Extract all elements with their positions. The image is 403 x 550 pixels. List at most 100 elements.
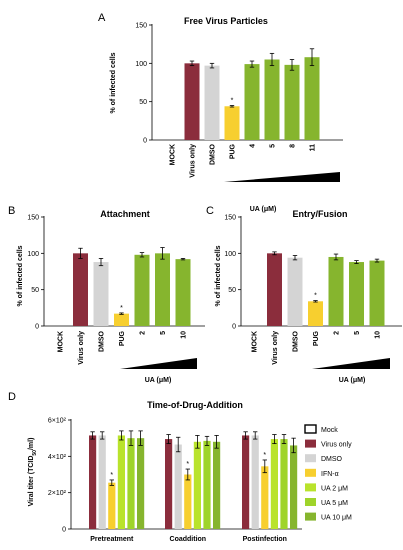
panel-b-category-label: Virus only <box>78 331 85 365</box>
panel-a-category-label: 4 <box>250 144 257 148</box>
panel-b-wedge-shape <box>120 358 197 369</box>
panel-d-y-tick-label: 0 <box>62 527 66 534</box>
panel-b-title: Attachment <box>100 209 150 219</box>
panel-d-y-axis-label-subscript: 50 <box>32 450 38 456</box>
panel-c-bar <box>308 301 323 326</box>
panel-a-category-label: PUG <box>230 143 237 159</box>
panel-c-bar <box>328 256 344 326</box>
panel-b-y-tick-label: 0 <box>35 324 39 331</box>
panel-d-bar <box>137 438 145 529</box>
panel-c-bar <box>369 260 385 326</box>
panel-d-bar <box>242 435 250 529</box>
panel-a: A Free Virus Particles % of infected cel… <box>98 12 343 213</box>
panel-d-bars: * * * <box>89 430 298 529</box>
panel-b-bar <box>175 259 191 326</box>
panel-b-category-label: 10 <box>181 331 188 339</box>
legend-swatch <box>305 512 316 521</box>
panel-a-category-label: 8 <box>290 144 297 148</box>
panel-d-category-labels: Pretreatment Coaddition Postinfection <box>90 536 287 543</box>
panel-d-bar <box>251 435 259 529</box>
panel-a-y-tick-label: 100 <box>135 61 147 68</box>
panel-d-y-axis-label-unit: /ml) <box>28 438 35 450</box>
panel-c-y-tick-label: 0 <box>232 324 236 331</box>
panel-d-y-tick-label: 4×10² <box>48 454 67 461</box>
panel-c-bar <box>267 253 282 326</box>
panel-d-bar <box>89 435 97 529</box>
panel-c-category-label: MOCK <box>252 331 259 352</box>
panel-d-label: D <box>8 391 16 403</box>
panel-c-category-label: Virus only <box>272 331 279 365</box>
panel-c-label: C <box>206 205 214 217</box>
panel-c-x-axis-label: UA (μM) <box>339 377 366 384</box>
panel-c-category-label: 5 <box>354 331 361 335</box>
panel-d-bar <box>108 482 116 529</box>
panel-a-category-label: 11 <box>310 144 317 152</box>
panel-d-bar <box>280 439 288 529</box>
panel-d-y-axis-label: Viral titer (TCID50/ml) <box>28 438 38 507</box>
panel-a-bars: * <box>184 48 320 141</box>
panel-a-y-tick-label: 50 <box>139 99 147 106</box>
panel-d: D Time-of-Drug-Addition Viral titer (TCI… <box>8 391 352 543</box>
panel-a-y-tick-label: 0 <box>143 138 147 145</box>
legend-swatch <box>305 454 316 463</box>
legend-swatch <box>305 498 316 506</box>
panel-d-bar <box>193 441 201 529</box>
panel-d-bar <box>184 474 192 529</box>
panel-c-bar <box>349 262 364 326</box>
panel-d-bar <box>127 438 135 529</box>
legend-swatch <box>304 424 317 434</box>
panel-a-significance-star: * <box>231 98 234 105</box>
panel-c-bars: * <box>267 251 385 326</box>
panel-b-bar <box>134 254 150 326</box>
legend-label: UA 2 μM <box>321 485 348 492</box>
panel-d-bar <box>98 435 106 529</box>
panel-a-bar <box>304 57 320 141</box>
panel-d-title: Time-of-Drug-Addition <box>147 400 243 410</box>
panel-d-bar <box>270 439 278 529</box>
panel-c-concentration-wedge <box>312 358 390 369</box>
panel-c-category-label: 2 <box>334 331 341 335</box>
panel-b-label: B <box>8 205 15 217</box>
panel-b-category-labels: MOCK Virus only DMSO PUG 2 5 10 <box>58 330 188 364</box>
panel-d-y-tick-label: 6×10² <box>48 418 67 425</box>
panel-d-y-tick-label: 2×10² <box>48 490 67 497</box>
panel-a-concentration-wedge <box>224 172 340 182</box>
panel-d-bar <box>261 466 269 529</box>
panel-a-bar <box>284 64 300 140</box>
panel-b-category-label: MOCK <box>58 331 65 352</box>
panel-a-bar <box>244 64 260 140</box>
panel-b-bar <box>114 313 129 326</box>
panel-a-label: A <box>98 12 106 24</box>
panel-b-significance-star: * <box>120 305 123 312</box>
panel-d-category-label: Coaddition <box>170 536 207 543</box>
panel-c-y-tick-label: 50 <box>228 287 236 294</box>
panel-a-category-label: Virus only <box>190 144 197 178</box>
panel-d-category-label: Pretreatment <box>90 536 134 543</box>
panel-b-x-axis-label: UA (μM) <box>145 377 172 384</box>
panel-b-bars: * <box>73 247 191 326</box>
panel-d-bar <box>290 445 298 529</box>
legend-label: UA 5 μM <box>321 500 348 507</box>
panel-d-y-axis-label-text: Viral titer (TCID <box>28 456 35 507</box>
panel-c-y-tick-label: 150 <box>224 215 236 222</box>
panel-a-y-axis-label: % of infected cells <box>110 52 117 113</box>
panel-c-significance-star: * <box>314 293 317 300</box>
panel-a-category-labels: MOCK Virus only DMSO PUG 4 5 8 11 <box>170 143 317 177</box>
panel-a-category-label: MOCK <box>170 144 177 165</box>
panel-b-bar <box>155 253 170 326</box>
legend-label: Virus only <box>321 442 352 449</box>
panel-d-category-label: Postinfection <box>243 536 287 543</box>
panel-c-y-axis-label: % of infected cells <box>215 245 222 306</box>
panel-c-title: Entry/Fusion <box>292 209 347 219</box>
panel-d-bar <box>213 441 221 529</box>
panel-b-category-label: PUG <box>119 330 126 346</box>
panel-a-title: Free Virus Particles <box>184 16 268 26</box>
panel-d-significance-star: * <box>110 472 113 479</box>
panel-b: B Attachment % of infected cells 0 50 100 1… <box>8 205 205 384</box>
panel-c-category-labels: MOCK Virus only DMSO PUG 2 5 10 <box>252 330 382 364</box>
panel-b-y-tick-label: 100 <box>27 251 39 258</box>
panel-a-bar <box>204 65 220 140</box>
legend-label: IFN-α <box>321 471 339 478</box>
panel-c: C Entry/Fusion % of infected cells 0 50 10… <box>206 205 402 384</box>
